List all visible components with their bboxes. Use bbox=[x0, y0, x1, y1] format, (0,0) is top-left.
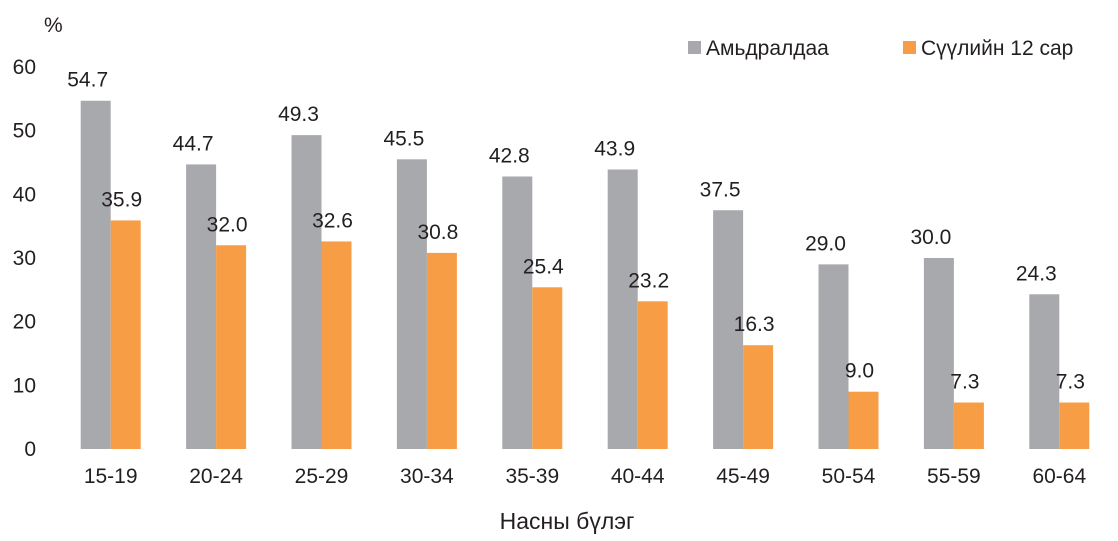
x-tick-label: 60-64 bbox=[1032, 465, 1086, 488]
data-label-last-12-months-20-24: 32.0 bbox=[207, 213, 248, 236]
data-label-lifetime-60-64: 24.3 bbox=[1016, 262, 1057, 285]
data-label-last-12-months-25-29: 32.6 bbox=[312, 209, 353, 232]
data-label-lifetime-45-49: 37.5 bbox=[700, 178, 741, 201]
bar-lifetime-40-44 bbox=[607, 169, 638, 449]
data-label-lifetime-15-19: 54.7 bbox=[67, 69, 108, 92]
data-labels: 54.7 35.9 44.7 32.0 49.3 32.6 45.5 30.8 42.8 25.4… bbox=[67, 69, 1085, 394]
legend-label-last-12-months: Сүүлийн 12 сар bbox=[921, 37, 1073, 60]
y-tick-label: 10 bbox=[13, 374, 36, 397]
data-label-last-12-months-55-59: 7.3 bbox=[950, 371, 979, 394]
y-tick-label: 30 bbox=[13, 247, 36, 270]
bar-lifetime-15-19 bbox=[80, 100, 111, 449]
x-tick-label: 20-24 bbox=[189, 465, 243, 488]
legend: Амьдралдаа Сүүлийн 12 сар bbox=[688, 37, 1073, 60]
y-tick-label: 0 bbox=[24, 438, 36, 461]
bar-lifetime-25-29 bbox=[291, 135, 322, 449]
bar-last-12-months-60-64 bbox=[1059, 402, 1090, 449]
bar-lifetime-55-59 bbox=[923, 258, 954, 449]
bar-lifetime-20-24 bbox=[186, 164, 217, 449]
bar-lifetime-30-34 bbox=[396, 159, 427, 450]
x-tick-label: 25-29 bbox=[295, 465, 349, 488]
bar-last-12-months-45-49 bbox=[743, 345, 774, 449]
data-label-last-12-months-35-39: 25.4 bbox=[523, 255, 564, 278]
legend-swatch-lifetime bbox=[688, 41, 701, 54]
bar-last-12-months-40-44 bbox=[637, 301, 668, 449]
bar-last-12-months-25-29 bbox=[321, 241, 352, 449]
y-tick-label: 20 bbox=[13, 311, 36, 334]
y-tick-label: 40 bbox=[13, 183, 36, 206]
bar-lifetime-60-64 bbox=[1029, 294, 1060, 449]
data-label-lifetime-25-29: 49.3 bbox=[278, 103, 319, 126]
legend-swatch-last-12-months bbox=[903, 41, 916, 54]
y-tick-label: 50 bbox=[13, 120, 36, 143]
data-label-lifetime-30-34: 45.5 bbox=[383, 127, 424, 150]
x-tick-label: 50-54 bbox=[822, 465, 876, 488]
x-tick-label: 55-59 bbox=[927, 465, 981, 488]
data-label-lifetime-35-39: 42.8 bbox=[489, 145, 530, 168]
bar-lifetime-35-39 bbox=[502, 176, 533, 450]
data-label-lifetime-50-54: 29.0 bbox=[805, 232, 846, 255]
legend-label-lifetime: Амьдралдаа bbox=[706, 37, 829, 60]
data-label-last-12-months-60-64: 7.3 bbox=[1056, 371, 1085, 394]
y-axis-ticks: 0 10 20 30 40 50 60 bbox=[13, 56, 36, 461]
data-label-last-12-months-40-44: 23.2 bbox=[628, 269, 669, 292]
bar-last-12-months-20-24 bbox=[216, 245, 247, 449]
x-tick-label: 45-49 bbox=[716, 465, 770, 488]
bar-last-12-months-55-59 bbox=[953, 402, 984, 449]
data-label-lifetime-40-44: 43.9 bbox=[594, 138, 635, 161]
bar-lifetime-45-49 bbox=[713, 210, 744, 449]
data-label-last-12-months-50-54: 9.0 bbox=[845, 360, 874, 383]
data-label-lifetime-55-59: 30.0 bbox=[910, 226, 951, 249]
x-axis-tick-labels: 15-19 20-24 25-29 30-34 35-39 40-44 45-49 50-54… bbox=[84, 465, 1087, 488]
data-label-lifetime-20-24: 44.7 bbox=[173, 132, 214, 155]
bar-last-12-months-15-19 bbox=[110, 220, 141, 449]
bar-last-12-months-50-54 bbox=[848, 391, 879, 449]
x-tick-label: 35-39 bbox=[505, 465, 559, 488]
x-tick-label: 15-19 bbox=[84, 465, 138, 488]
x-tick-label: 30-34 bbox=[400, 465, 454, 488]
data-label-last-12-months-30-34: 30.8 bbox=[417, 221, 458, 244]
bar-last-12-months-30-34 bbox=[426, 252, 457, 449]
data-label-last-12-months-15-19: 35.9 bbox=[101, 188, 142, 211]
x-tick-label: 40-44 bbox=[611, 465, 665, 488]
bar-lifetime-50-54 bbox=[818, 264, 849, 449]
y-tick-label: 60 bbox=[13, 56, 36, 79]
x-axis-title: Насны бүлэг bbox=[500, 508, 635, 534]
y-axis-unit-label: % bbox=[44, 14, 63, 37]
data-label-last-12-months-45-49: 16.3 bbox=[734, 313, 775, 336]
bar-last-12-months-35-39 bbox=[532, 287, 563, 449]
bars bbox=[80, 100, 1090, 450]
